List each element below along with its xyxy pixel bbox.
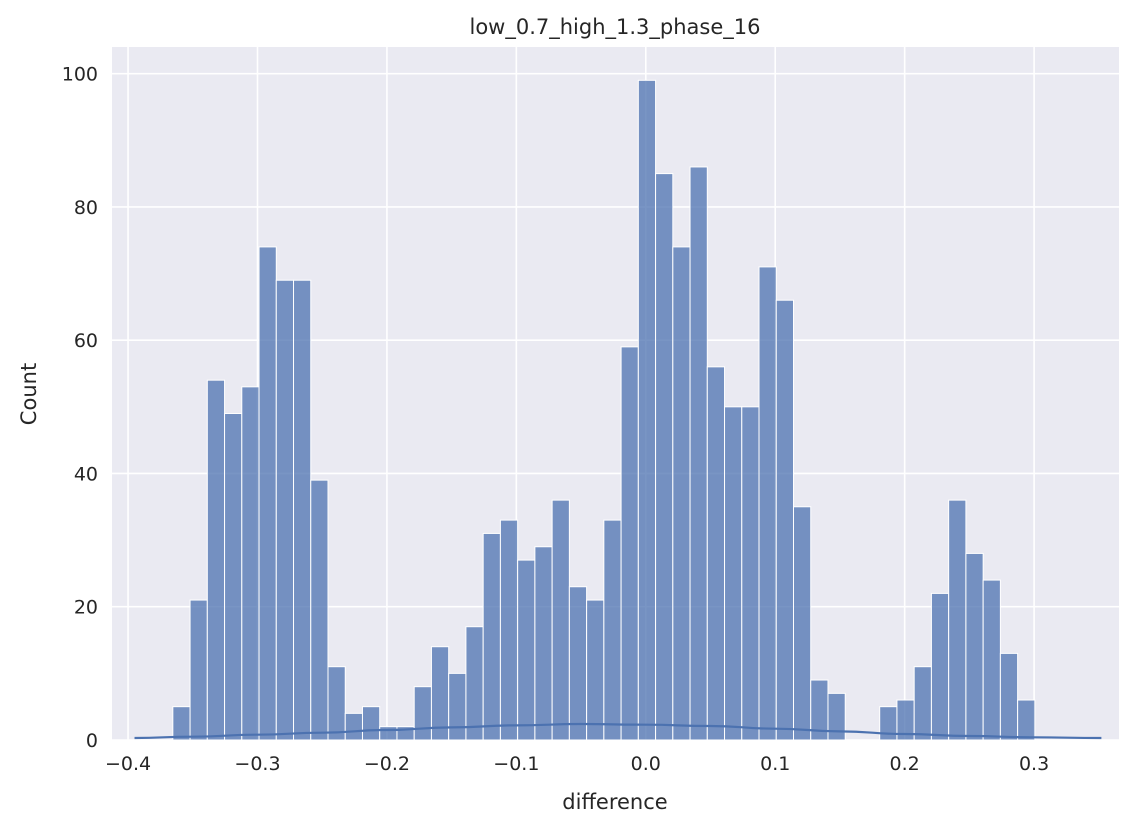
histogram-bar bbox=[689, 166, 708, 741]
histogram-bar bbox=[741, 406, 760, 741]
histogram-bar bbox=[965, 552, 984, 741]
histogram-bar bbox=[948, 499, 967, 741]
histogram-bar bbox=[448, 672, 467, 741]
histogram-bar bbox=[827, 692, 846, 741]
histogram-bar bbox=[189, 599, 208, 741]
x-axis-ticks: −0.4 −0.3 −0.2 −0.1 0.0 0.1 0.2 0.3 bbox=[105, 753, 1049, 775]
histogram-bar bbox=[224, 412, 243, 741]
histogram-bar bbox=[361, 706, 381, 741]
histogram-bar bbox=[465, 626, 484, 741]
histogram-bar bbox=[327, 666, 346, 741]
y-tick-label: 20 bbox=[74, 597, 98, 619]
histogram-bar bbox=[568, 586, 588, 741]
histogram-bar bbox=[1017, 699, 1036, 741]
y-tick-label: 40 bbox=[74, 463, 98, 485]
histogram-bar bbox=[603, 519, 622, 741]
histogram-bar bbox=[206, 379, 226, 741]
histogram-bar bbox=[534, 546, 553, 741]
histogram-bar bbox=[930, 592, 950, 741]
y-tick-label: 60 bbox=[74, 330, 98, 352]
kde-curve bbox=[134, 722, 1102, 740]
histogram-bar bbox=[637, 79, 657, 741]
histogram-bars bbox=[172, 79, 1036, 741]
x-tick-label: 0.0 bbox=[631, 753, 661, 775]
x-tick-label: −0.4 bbox=[105, 753, 151, 775]
x-tick-label: 0.2 bbox=[890, 753, 920, 775]
histogram-bar bbox=[275, 279, 295, 741]
histogram-bar bbox=[241, 386, 260, 741]
histogram-bar bbox=[310, 479, 329, 741]
histogram-bar bbox=[586, 599, 605, 741]
histogram-bar bbox=[517, 559, 536, 741]
histogram-bar bbox=[999, 652, 1019, 741]
histogram-bar bbox=[344, 712, 363, 741]
histogram-bar bbox=[655, 173, 674, 741]
histogram-bar bbox=[551, 499, 570, 741]
x-tick-label: −0.1 bbox=[493, 753, 539, 775]
histogram-bar bbox=[982, 579, 1001, 741]
histogram-bar bbox=[379, 726, 398, 741]
histogram-bar bbox=[775, 299, 794, 741]
histogram-bar bbox=[672, 246, 691, 741]
histogram-bar bbox=[792, 506, 812, 741]
histogram-bar bbox=[172, 706, 191, 741]
histogram-bar bbox=[482, 532, 501, 741]
histogram-bar bbox=[913, 666, 932, 741]
histogram-bar bbox=[413, 686, 432, 741]
x-tick-label: 0.3 bbox=[1019, 753, 1049, 775]
histogram-bar bbox=[258, 246, 277, 741]
histogram-bar bbox=[879, 706, 898, 741]
x-tick-label: −0.3 bbox=[234, 753, 280, 775]
y-axis-label: Count bbox=[17, 363, 41, 425]
histogram-bar bbox=[499, 519, 519, 741]
histogram-bar bbox=[706, 366, 726, 741]
y-tick-label: 80 bbox=[74, 197, 98, 219]
histogram-bar bbox=[758, 266, 777, 741]
y-tick-label: 100 bbox=[62, 64, 98, 86]
x-axis-label: difference bbox=[562, 790, 667, 814]
y-axis-ticks: 0 20 40 60 80 100 bbox=[62, 64, 98, 752]
x-tick-label: 0.1 bbox=[760, 753, 790, 775]
histogram-bar bbox=[620, 346, 639, 741]
chart-title: low_0.7_high_1.3_phase_16 bbox=[469, 15, 760, 40]
histogram-bar bbox=[293, 279, 312, 741]
histogram-bar bbox=[430, 646, 450, 741]
histogram-bar bbox=[724, 406, 743, 741]
x-tick-label: −0.2 bbox=[364, 753, 410, 775]
y-tick-label: 0 bbox=[86, 730, 98, 752]
